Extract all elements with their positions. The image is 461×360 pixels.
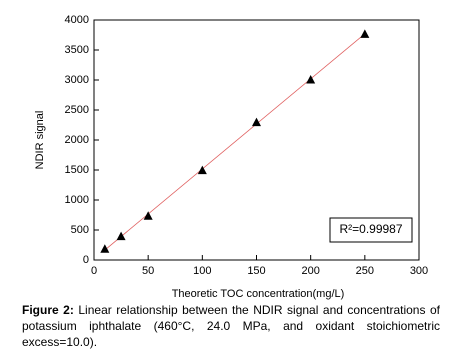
- caption: Figure 2: Linear relationship between th…: [22, 302, 440, 350]
- y-tick-label: 0: [83, 254, 89, 266]
- x-tick-label: 250: [356, 265, 374, 277]
- data-point: [197, 165, 207, 175]
- y-tick-label: 500: [71, 224, 89, 236]
- data-point: [360, 29, 370, 38]
- y-tick-label: 4000: [65, 14, 89, 26]
- x-tick-label: 150: [247, 265, 265, 277]
- caption-label: Figure 2:: [22, 303, 74, 317]
- data-point: [116, 231, 126, 241]
- caption-text: Linear relationship between the NDIR sig…: [22, 303, 441, 349]
- data-point: [100, 244, 110, 253]
- data-point: [143, 211, 153, 220]
- x-tick-label: 0: [91, 265, 97, 277]
- y-tick-label: 2500: [65, 104, 89, 116]
- data-point: [252, 117, 261, 127]
- y-tick-label: 3500: [65, 44, 89, 56]
- x-tick-label: 300: [410, 265, 428, 277]
- x-tick-label: 50: [142, 265, 154, 277]
- x-tick-label: 200: [301, 265, 319, 277]
- y-tick-label: 1500: [65, 164, 89, 176]
- chart: Theoretic TOC concentration(mg/L) NDIR s…: [34, 14, 428, 300]
- y-tick-label: 3000: [65, 74, 89, 86]
- annotation: R²=0.99987: [339, 222, 402, 236]
- y-tick-label: 1000: [65, 194, 89, 206]
- x-tick-label: 100: [193, 265, 211, 277]
- fit-line: [104, 33, 366, 251]
- y-axis-label: NDIR signal: [34, 111, 46, 170]
- annotation-box: [329, 217, 413, 243]
- x-axis-label: Theoretic TOC concentration(mg/L): [172, 288, 345, 300]
- data-point: [306, 75, 316, 84]
- y-tick-label: 2000: [65, 134, 89, 146]
